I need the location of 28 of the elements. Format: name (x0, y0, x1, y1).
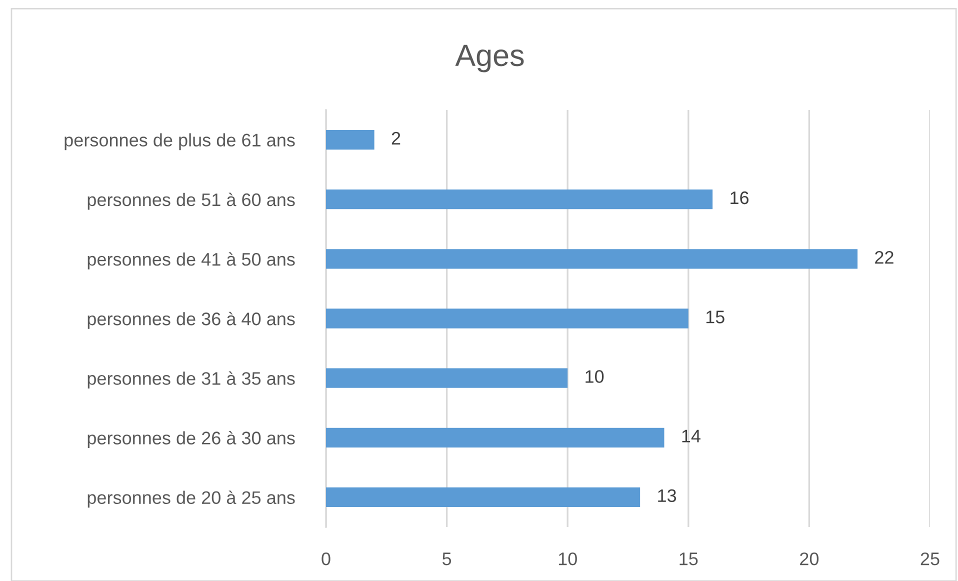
x-tick-label: 20 (800, 552, 819, 566)
data-label: 22 (875, 250, 894, 264)
bar (326, 130, 374, 150)
bar (326, 249, 858, 269)
x-tick-label: 10 (558, 552, 577, 566)
y-tick-label: personnes de 41 à 50 ans (88, 252, 295, 270)
y-tick-label: personnes de 36 à 40 ans (88, 312, 295, 329)
y-tick-label: personnes de 51 à 60 ans (88, 192, 295, 210)
y-tick-label: personnes de 20 à 25 ans (88, 490, 295, 508)
y-tick-label: personnes de plus de 61 ans (64, 133, 295, 150)
data-label: 2 (392, 132, 400, 144)
data-label: 13 (658, 489, 676, 502)
chart-title: Ages (455, 44, 524, 72)
bar (326, 428, 664, 448)
data-label: 15 (706, 310, 724, 324)
bar (326, 368, 568, 388)
bar (326, 487, 640, 508)
y-tick-label: personnes de 26 à 30 ans (88, 430, 295, 448)
data-label: 16 (730, 191, 749, 204)
x-tick-label: 25 (920, 552, 940, 566)
x-tick-label: 5 (442, 552, 452, 566)
y-tick-label: personnes de 31 à 35 ans (88, 371, 295, 388)
bar (326, 308, 688, 328)
x-tick-label: 0 (322, 552, 330, 566)
bar (326, 190, 713, 210)
x-tick-label: 15 (680, 552, 698, 566)
data-label: 10 (586, 370, 604, 383)
data-label: 14 (682, 430, 700, 442)
